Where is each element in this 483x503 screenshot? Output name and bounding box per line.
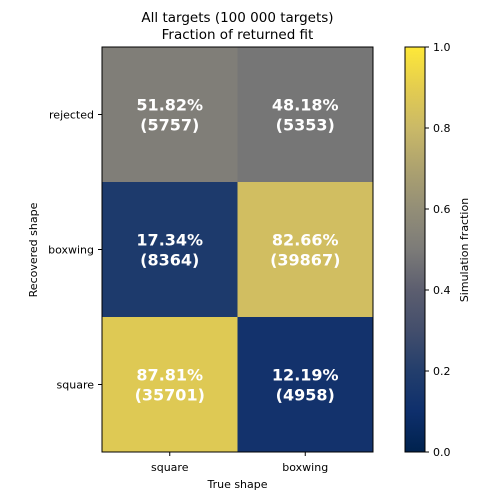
heatmap-cell: 17.34%(8364) [102,182,238,317]
x-tick-label: square [151,461,189,474]
cell-percent-label: 87.81% [136,366,203,385]
cell-percent-label: 51.82% [136,96,203,115]
colorbar-tick-label: 0.2 [433,365,451,378]
colorbar-ticks: 0.0 0.2 0.4 0.6 0.8 1.0 [425,41,451,459]
heatmap-cell-fill [102,317,238,452]
y-axis-label: Recovered shape [27,202,40,297]
heatmap-cell-fill [237,317,373,452]
cell-percent-label: 82.66% [272,231,339,250]
cell-count-label: (39867) [270,251,340,270]
colorbar-label: Simulation fraction [458,198,471,302]
colorbar-tick-label: 1.0 [433,41,451,54]
y-tick-label: square [57,379,95,392]
heatmap-cell: 51.82%(5757) [102,47,238,182]
colorbar-tick-label: 0.6 [433,203,451,216]
heatmap-cell-fill [237,47,373,182]
chart-title: All targets (100 000 targets) [141,10,334,26]
heatmap-cells: 51.82%(5757)48.18%(5353)17.34%(8364)82.6… [102,47,373,452]
cell-percent-label: 48.18% [272,96,339,115]
cell-count-label: (35701) [135,386,205,405]
x-axis: square boxwing [151,452,328,474]
y-axis: square boxwing rejected [48,109,102,392]
cell-count-label: (5757) [140,116,199,135]
x-tick-label: boxwing [282,461,328,474]
colorbar-tick-label: 0.4 [433,284,451,297]
heatmap-cell: 12.19%(4958) [237,317,373,452]
heatmap-cell: 82.66%(39867) [237,182,373,317]
heatmap-cell: 48.18%(5353) [237,47,373,182]
cell-percent-label: 17.34% [136,231,203,250]
cell-count-label: (5353) [276,116,335,135]
cell-count-label: (4958) [276,386,335,405]
colorbar-tick-label: 0.0 [433,446,451,459]
y-tick-label: boxwing [48,244,94,257]
heatmap-cell-fill [102,182,238,317]
heatmap-cell-fill [102,47,238,182]
colorbar [404,46,426,453]
cell-percent-label: 12.19% [272,366,339,385]
x-axis-label: True shape [206,478,267,491]
chart-subtitle: Fraction of returned fit [161,27,314,43]
cell-count-label: (8364) [140,251,199,270]
heatmap-cell: 87.81%(35701) [102,317,238,452]
y-tick-label: rejected [49,109,94,122]
colorbar-tick-label: 0.8 [433,122,451,135]
heatmap-cell-fill [237,182,373,317]
